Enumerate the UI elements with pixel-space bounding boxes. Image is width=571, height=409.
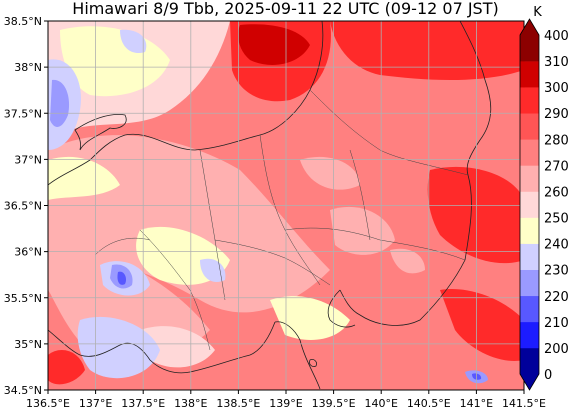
colorbar-swatch (520, 269, 539, 297)
colorbar-unit: K (533, 5, 542, 20)
lon-tick-label: 138.5°E (216, 397, 260, 409)
colorbar-swatch (520, 87, 539, 114)
colorbar-tick-label: 220 (544, 290, 569, 305)
colorbar-outline (519, 18, 540, 391)
colorbar-swatch (520, 165, 539, 192)
gridlines (48, 21, 524, 390)
lat-tick-label: 35.5°N (4, 292, 42, 305)
colorbar-tick-label: 300 (544, 81, 569, 96)
lat-tick-label: 36°N (14, 246, 42, 259)
colorbar-tick-label: 230 (544, 264, 569, 279)
lon-tick-label: 141°E (460, 397, 493, 409)
map-title: Himawari 8/9 Tbb, 2025-09-11 22 UTC (09-… (72, 0, 499, 18)
lat-tick-label: 37°N (14, 153, 42, 166)
colorbar-swatch (520, 347, 539, 375)
colorbar-swatch (520, 191, 539, 218)
lat-tick-label: 38°N (14, 61, 42, 74)
colorbar-swatch (520, 35, 539, 62)
lat-tick-label: 36.5°N (4, 200, 42, 213)
colorbar-swatch (520, 321, 539, 349)
lat-tick-label: 37.5°N (4, 107, 42, 120)
colorbar-tick-label: 200 (544, 342, 569, 357)
colorbar: 0 200 210 220 230 240 250 260 270 280 290 300 310 400… (519, 5, 569, 391)
lon-tick-label: 137°E (79, 397, 112, 409)
colorbar-tick-label: 310 (544, 55, 569, 70)
colorbar-swatch (520, 217, 539, 244)
coastline-layer (48, 21, 492, 390)
colorbar-swatch (520, 61, 539, 88)
longitude-axis: 136.5°E 137°E 137.5°E 138°E 138.5°E 139°E 139.… (26, 390, 546, 409)
lon-tick-label: 140°E (364, 397, 397, 409)
colorbar-tick-label: 210 (544, 316, 569, 331)
colorbar-tick-label: 270 (544, 159, 569, 174)
colorbar-tick-label: 400 (544, 29, 569, 44)
lon-tick-label: 141.5°E (502, 397, 546, 409)
colorbar-tick-label: 250 (544, 212, 569, 227)
lat-tick-label: 35°N (14, 338, 42, 351)
lon-tick-label: 136.5°E (26, 397, 70, 409)
colorbar-tick-label: 260 (544, 185, 569, 200)
colorbar-tick-label: 280 (544, 133, 569, 148)
colorbar-extend-max (520, 19, 539, 35)
lon-tick-label: 139.5°E (312, 397, 356, 409)
lon-tick-label: 137.5°E (121, 397, 165, 409)
colorbar-swatch (520, 113, 539, 140)
colorbar-tick-label: 240 (544, 238, 569, 253)
latitude-axis: 34.5°N 35°N 35.5°N 36°N 36.5°N 37°N 37.5°N 38°N… (4, 15, 48, 397)
colorbar-swatch (520, 139, 539, 166)
lat-tick-label: 34.5°N (4, 384, 42, 397)
colorbar-extend-min (520, 374, 539, 390)
colorbar-swatch (520, 295, 539, 323)
lat-tick-label: 38.5°N (4, 15, 42, 28)
lon-tick-label: 140.5°E (407, 397, 451, 409)
colorbar-swatch (520, 243, 539, 270)
colorbar-tick-label: 0 (544, 368, 552, 383)
lon-tick-label: 138°E (174, 397, 207, 409)
colorbar-tick-label: 290 (544, 107, 569, 122)
lon-tick-label: 139°E (269, 397, 302, 409)
